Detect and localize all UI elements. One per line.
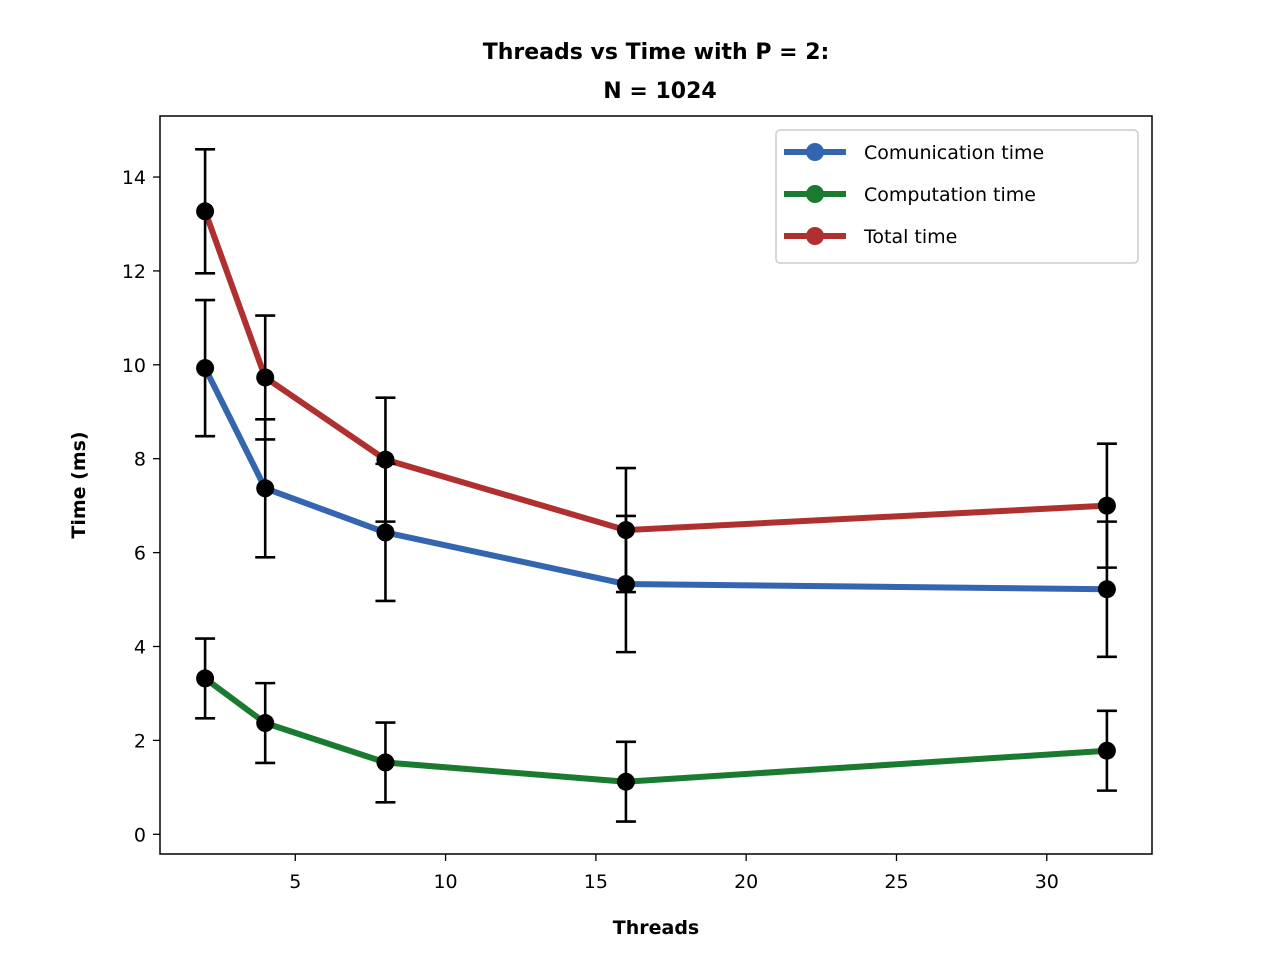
y-tick-label: 14 (122, 167, 146, 189)
y-tick-label: 0 (134, 824, 146, 846)
legend-marker (806, 143, 824, 161)
chart-subtitle: N = 1024 (603, 79, 716, 104)
data-point (256, 368, 275, 387)
x-tick-label: 15 (584, 871, 608, 893)
data-point (376, 523, 395, 542)
y-tick-label: 12 (122, 261, 146, 283)
axis-ticks: 5 10 15 20 25 30 0 2 4 6 8 10 12 14 (122, 167, 1059, 893)
data-point (256, 714, 275, 733)
legend-label: Total time (863, 226, 957, 248)
legend: Comunication time Computation time Total t… (775, 129, 1139, 264)
legend-marker (806, 185, 824, 203)
x-tick-label: 20 (734, 871, 758, 893)
plot-frame (159, 115, 1153, 855)
data-point (1097, 580, 1116, 599)
x-tick-label: 30 (1035, 871, 1059, 893)
x-tick-label: 10 (433, 871, 457, 893)
chart-title: Threads vs Time with P = 2: (483, 40, 830, 65)
y-tick-label: 10 (122, 355, 146, 377)
y-tick-label: 4 (134, 636, 146, 658)
x-tick-label: 5 (289, 871, 301, 893)
data-point (376, 753, 395, 772)
data-point (616, 575, 635, 594)
data-point (196, 202, 215, 221)
data-point (376, 450, 395, 469)
data-point (616, 521, 635, 540)
data-point (196, 359, 215, 378)
data-point (196, 669, 215, 688)
y-tick-label: 2 (134, 730, 146, 752)
x-tick-label: 25 (884, 871, 908, 893)
y-axis-label: Time (ms) (68, 431, 90, 538)
y-tick-label: 6 (134, 543, 146, 565)
data-point (256, 479, 275, 498)
legend-label: Comunication time (864, 142, 1044, 164)
data-point (1097, 496, 1116, 515)
data-point (1097, 741, 1116, 760)
legend-box (775, 129, 1139, 264)
data-point (616, 772, 635, 791)
legend-label: Computation time (864, 184, 1036, 206)
y-tick-label: 8 (134, 449, 146, 471)
x-axis-label: Threads (613, 917, 699, 939)
plot-area (195, 148, 1117, 823)
legend-marker (806, 227, 824, 245)
